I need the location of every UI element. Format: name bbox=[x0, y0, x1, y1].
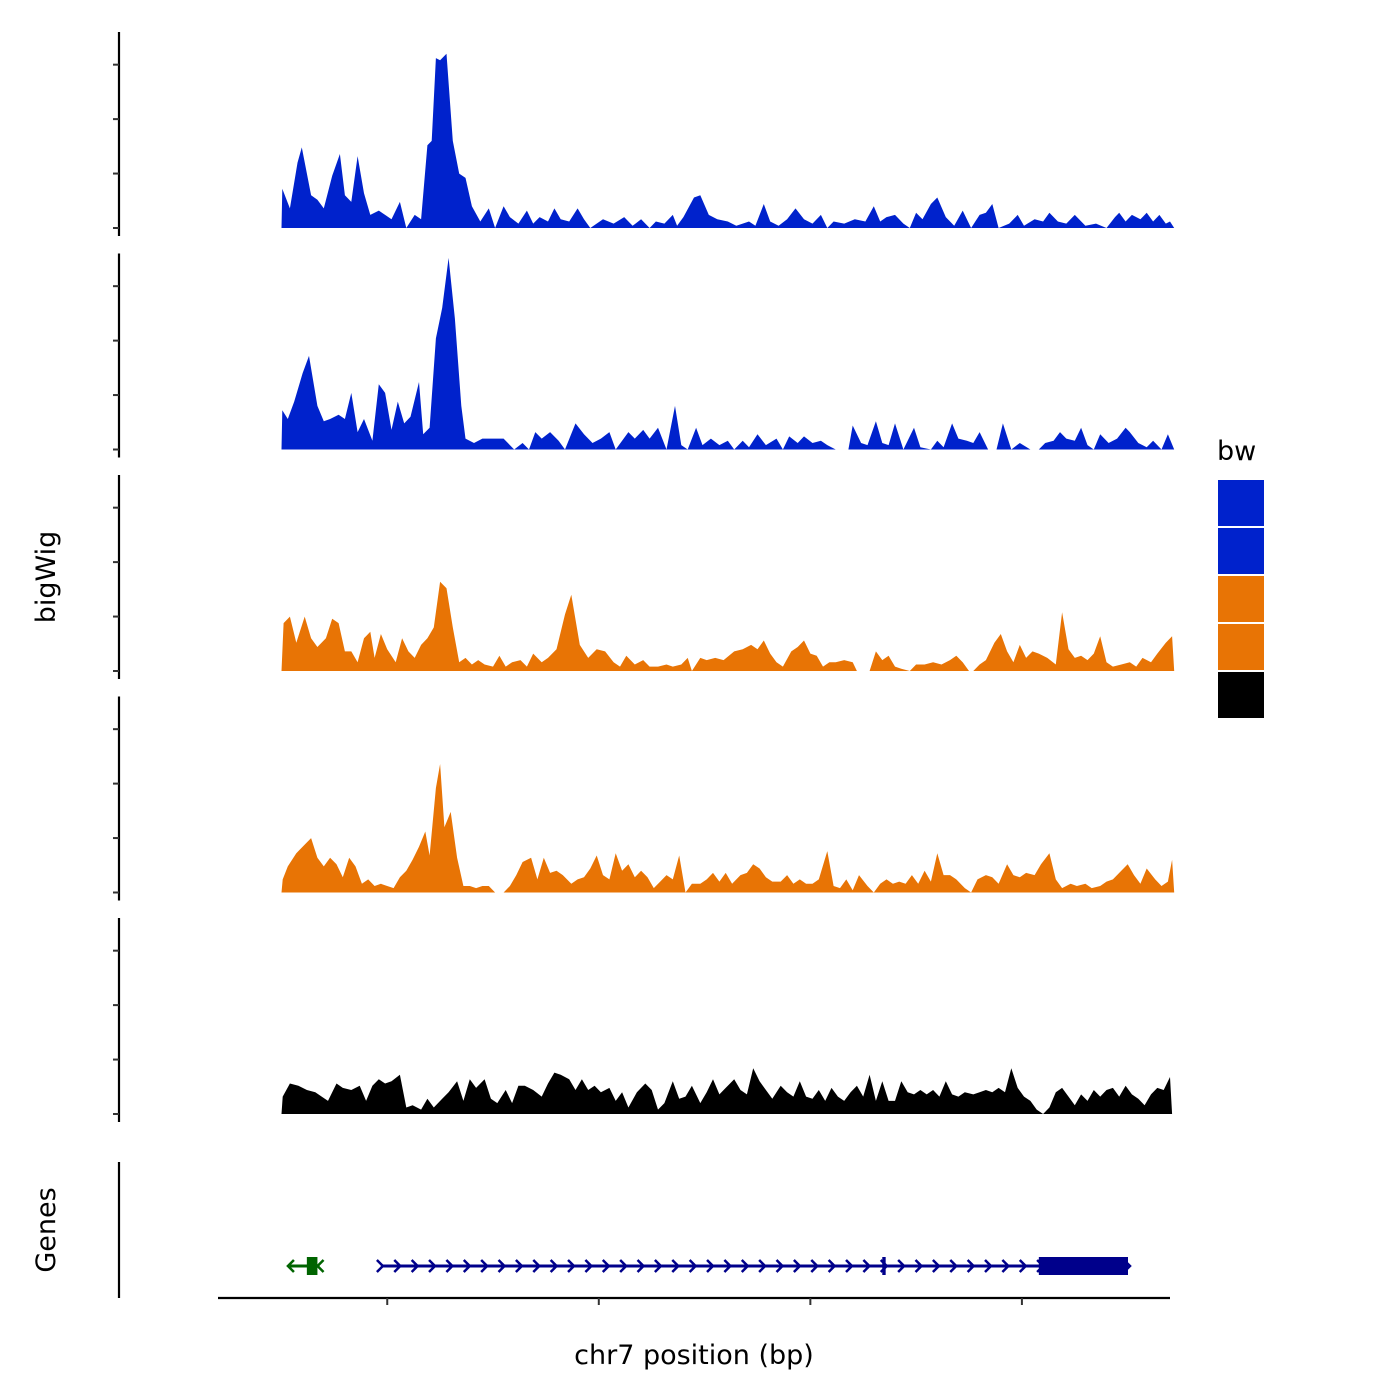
strand-arrow bbox=[532, 1259, 542, 1273]
track-panel-input bbox=[113, 918, 1173, 1122]
legend-swatch-e14_1 bbox=[1218, 480, 1264, 526]
strand-arrow bbox=[515, 1259, 524, 1273]
track-panel-e14_2 bbox=[113, 253, 1175, 458]
strand-arrow bbox=[619, 1259, 628, 1273]
strand-arrow bbox=[1018, 1259, 1028, 1273]
strand-arrow bbox=[654, 1259, 663, 1273]
strand-arrow bbox=[480, 1259, 489, 1273]
strand-arrow bbox=[584, 1259, 594, 1273]
strand-arrow bbox=[636, 1259, 646, 1273]
strand-arrow bbox=[827, 1259, 837, 1273]
strand-arrow bbox=[949, 1259, 959, 1273]
signal-area-e14_2 bbox=[281, 257, 1175, 450]
strand-arrow bbox=[723, 1259, 733, 1273]
x-axis bbox=[218, 1296, 1170, 1305]
strand-arrow bbox=[793, 1259, 802, 1273]
signal-area-e14_1 bbox=[281, 53, 1175, 228]
strand-arrow bbox=[914, 1259, 924, 1273]
strand-arrow bbox=[567, 1259, 576, 1273]
strand-arrow bbox=[671, 1259, 681, 1273]
signal-area-e17_2 bbox=[281, 764, 1175, 893]
strand-arrow bbox=[393, 1259, 403, 1273]
gene-models bbox=[286, 1257, 1132, 1275]
strand-arrow bbox=[410, 1259, 420, 1273]
strand-arrow bbox=[549, 1259, 559, 1273]
strand-arrow bbox=[497, 1259, 507, 1273]
strand-arrow bbox=[428, 1259, 437, 1273]
strand-arrow bbox=[897, 1259, 906, 1273]
x-axis-title: chr7 position (bp) bbox=[574, 1340, 814, 1371]
strand-arrow bbox=[706, 1259, 715, 1273]
legend-swatch-input bbox=[1218, 672, 1264, 718]
legend-title: bw bbox=[1217, 436, 1256, 467]
gene-exon bbox=[882, 1257, 886, 1275]
genes-panel bbox=[117, 1162, 1132, 1298]
legend: bw bbox=[1217, 436, 1264, 718]
strand-arrow bbox=[810, 1259, 820, 1273]
strand-arrow bbox=[286, 1259, 295, 1273]
gene-fbxo46 bbox=[376, 1257, 1132, 1275]
legend-swatch-e17_2 bbox=[1218, 624, 1264, 670]
strand-arrow bbox=[931, 1259, 941, 1273]
strand-arrow bbox=[1001, 1259, 1011, 1273]
strand-arrow bbox=[740, 1259, 750, 1273]
strand-arrow bbox=[984, 1259, 993, 1273]
strand-arrow bbox=[845, 1259, 854, 1273]
strand-arrow bbox=[862, 1259, 872, 1273]
track-panel-e14_1 bbox=[113, 32, 1175, 236]
strand-arrow bbox=[315, 1259, 325, 1273]
track-panel-e17_1 bbox=[113, 475, 1175, 679]
strand-arrow bbox=[462, 1259, 472, 1273]
signal-area-e17_1 bbox=[281, 581, 1175, 671]
genes-axis-title: Genes bbox=[31, 1187, 62, 1272]
bigwig-tracks bbox=[113, 32, 1175, 1122]
track-panel-e17_2 bbox=[113, 696, 1175, 901]
strand-arrow bbox=[688, 1259, 698, 1273]
strand-arrow bbox=[376, 1259, 385, 1273]
gene-gm4969 bbox=[286, 1257, 325, 1275]
strand-arrow bbox=[601, 1259, 611, 1273]
strand-arrow bbox=[758, 1259, 767, 1273]
legend-swatch-e17_1 bbox=[1218, 576, 1264, 622]
gene-exon bbox=[1038, 1257, 1128, 1275]
strand-arrow bbox=[445, 1259, 455, 1273]
strand-arrow bbox=[966, 1259, 976, 1273]
strand-arrow bbox=[775, 1259, 785, 1273]
legend-swatch-e14_2 bbox=[1218, 528, 1264, 574]
y-axis-title: bigWig bbox=[31, 531, 62, 624]
signal-area-input bbox=[281, 1068, 1173, 1114]
gene-exon bbox=[306, 1257, 318, 1275]
